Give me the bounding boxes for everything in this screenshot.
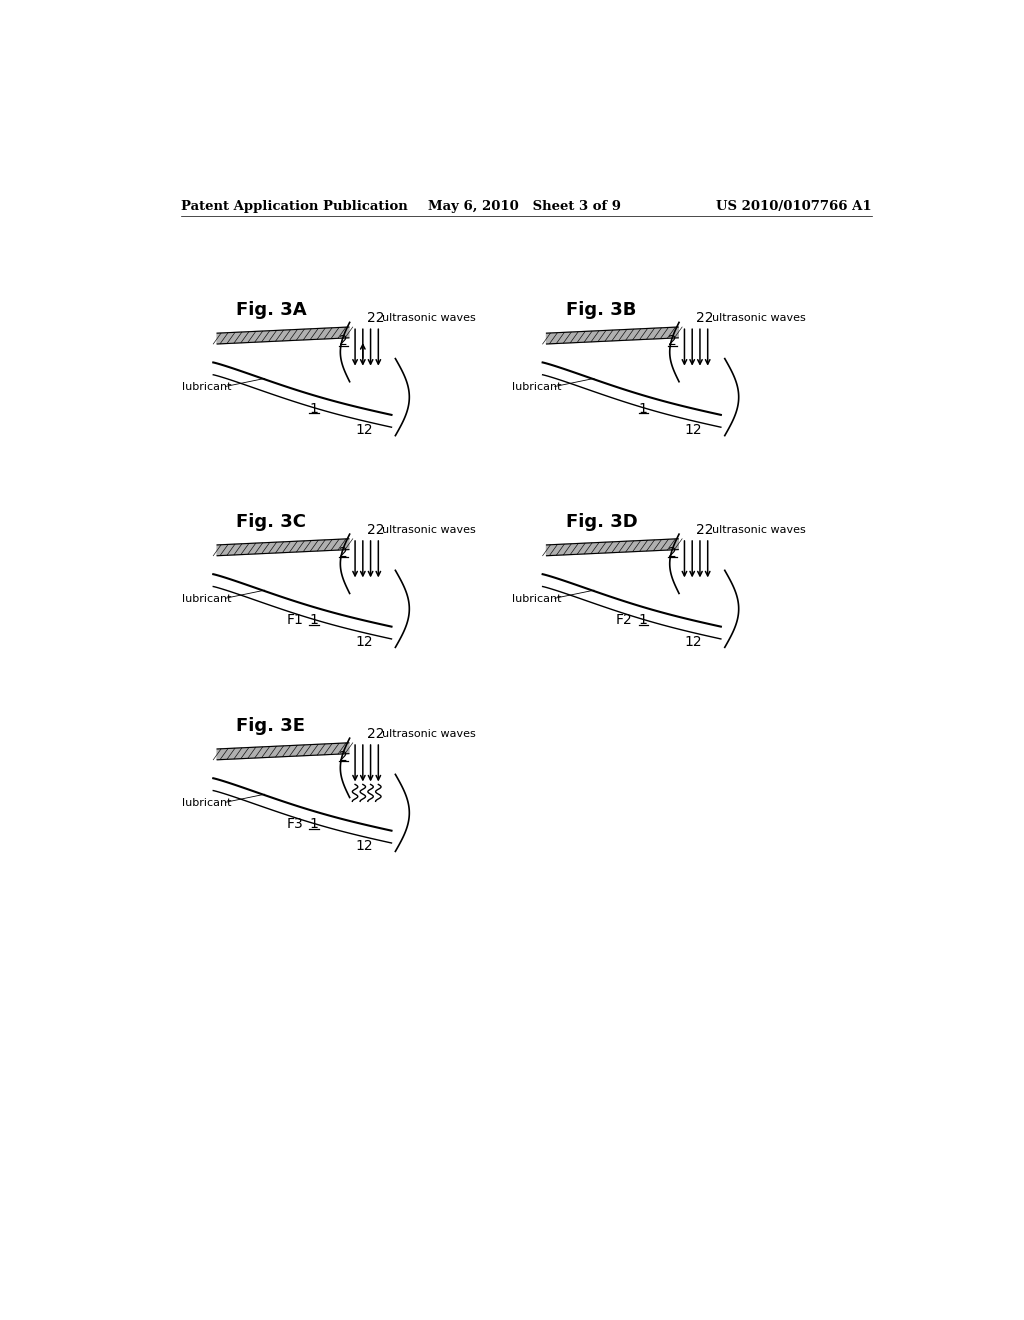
Text: lubricant: lubricant <box>512 381 561 392</box>
Text: 22: 22 <box>367 726 384 741</box>
Text: 12: 12 <box>355 635 373 649</box>
Text: 2: 2 <box>339 334 348 348</box>
Text: 22: 22 <box>367 523 384 536</box>
Text: 22: 22 <box>696 523 714 536</box>
Text: lubricant: lubricant <box>182 594 231 603</box>
Text: Fig. 3D: Fig. 3D <box>566 512 638 531</box>
Text: 12: 12 <box>685 424 702 437</box>
Text: May 6, 2010   Sheet 3 of 9: May 6, 2010 Sheet 3 of 9 <box>428 201 622 214</box>
Text: 22: 22 <box>367 310 384 325</box>
Text: lubricant: lubricant <box>512 594 561 603</box>
Text: 2: 2 <box>669 545 677 560</box>
Polygon shape <box>217 743 349 760</box>
Text: 1: 1 <box>639 401 648 416</box>
Text: 1: 1 <box>309 401 318 416</box>
Text: Fig. 3B: Fig. 3B <box>566 301 636 319</box>
Text: ultrasonic waves: ultrasonic waves <box>712 313 805 323</box>
Text: ultrasonic waves: ultrasonic waves <box>382 729 476 739</box>
Text: Fig. 3C: Fig. 3C <box>237 512 306 531</box>
Text: Fig. 3A: Fig. 3A <box>237 301 307 319</box>
Text: F2: F2 <box>615 614 633 627</box>
Polygon shape <box>547 327 678 345</box>
Text: US 2010/0107766 A1: US 2010/0107766 A1 <box>717 201 872 214</box>
Text: Fig. 3E: Fig. 3E <box>237 717 305 735</box>
Text: lubricant: lubricant <box>182 797 231 808</box>
Text: 2: 2 <box>339 750 348 764</box>
Polygon shape <box>217 539 349 556</box>
Text: 12: 12 <box>355 840 373 853</box>
Text: Patent Application Publication: Patent Application Publication <box>180 201 408 214</box>
Text: 1: 1 <box>639 614 648 627</box>
Text: 2: 2 <box>669 334 677 348</box>
Text: 22: 22 <box>696 310 714 325</box>
Text: ultrasonic waves: ultrasonic waves <box>712 524 805 535</box>
Text: 1: 1 <box>309 614 318 627</box>
Text: ultrasonic waves: ultrasonic waves <box>382 313 476 323</box>
Text: ultrasonic waves: ultrasonic waves <box>382 524 476 535</box>
Polygon shape <box>547 539 678 556</box>
Text: F1: F1 <box>287 614 303 627</box>
Polygon shape <box>217 327 349 345</box>
Text: 1: 1 <box>309 817 318 832</box>
Text: lubricant: lubricant <box>182 381 231 392</box>
Text: 12: 12 <box>685 635 702 649</box>
Text: 12: 12 <box>355 424 373 437</box>
Text: F3: F3 <box>287 817 303 832</box>
Text: 2: 2 <box>339 545 348 560</box>
